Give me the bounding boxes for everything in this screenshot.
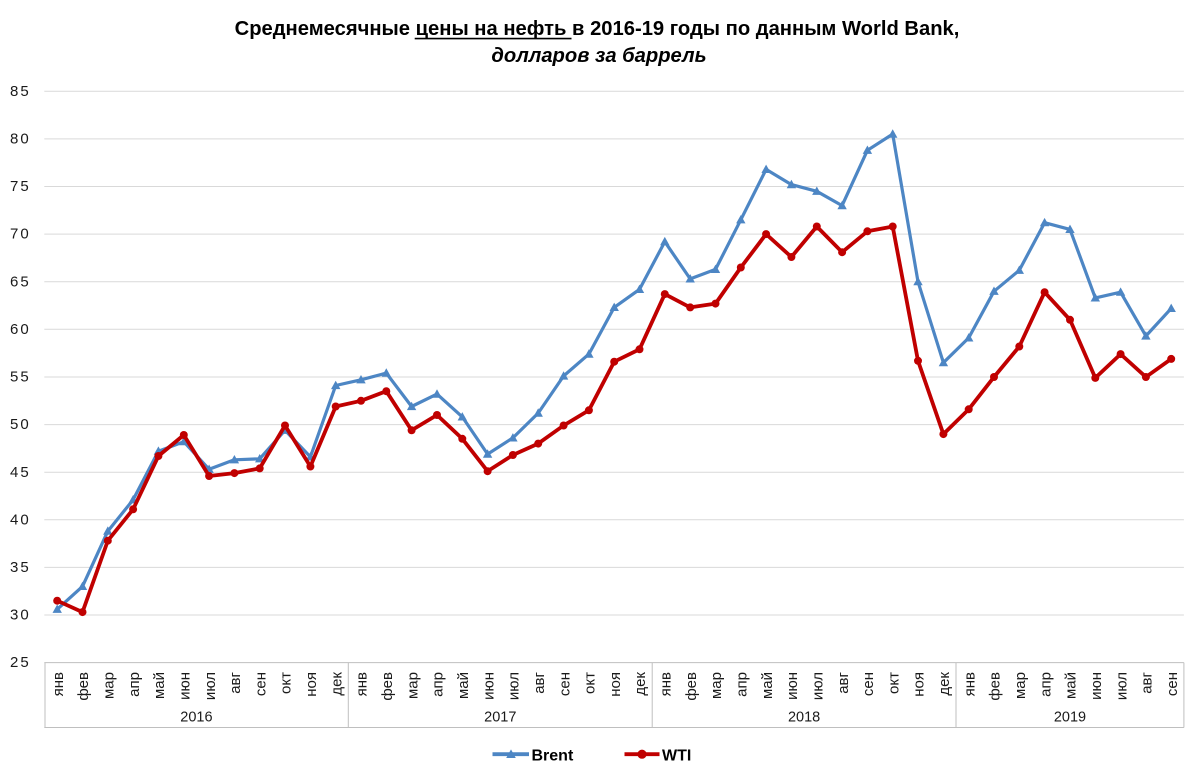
svg-text:мар: мар — [404, 672, 421, 699]
svg-text:июн: июн — [1088, 672, 1105, 700]
svg-text:ноя: ноя — [607, 672, 624, 697]
svg-text:июн: июн — [177, 672, 194, 700]
svg-text:авг: авг — [1139, 671, 1156, 693]
svg-text:июн: июн — [480, 672, 497, 700]
svg-text:окт: окт — [885, 672, 902, 694]
svg-text:25: 25 — [10, 654, 31, 671]
svg-text:70: 70 — [10, 226, 31, 243]
svg-text:мар: мар — [101, 672, 118, 699]
svg-text:авг: авг — [227, 671, 244, 693]
svg-text:50: 50 — [10, 416, 31, 433]
svg-text:ноя: ноя — [911, 672, 928, 697]
svg-text:авг: авг — [835, 671, 852, 693]
svg-text:60: 60 — [10, 321, 31, 338]
svg-text:30: 30 — [10, 607, 31, 624]
svg-text:апр: апр — [126, 672, 143, 697]
svg-text:фев: фев — [75, 672, 92, 701]
svg-text:окт: окт — [278, 672, 295, 694]
svg-text:янв: янв — [961, 672, 978, 696]
svg-text:май: май — [151, 672, 168, 699]
svg-text:сен: сен — [556, 672, 573, 696]
svg-text:авг: авг — [531, 671, 548, 693]
svg-text:75: 75 — [10, 178, 31, 195]
svg-text:янв: янв — [354, 672, 371, 696]
svg-text:80: 80 — [10, 131, 31, 148]
svg-text:апр: апр — [430, 672, 447, 697]
svg-text:янв: янв — [50, 672, 67, 696]
svg-text:2017: 2017 — [484, 710, 516, 726]
svg-text:май: май — [759, 672, 776, 699]
svg-text:сен: сен — [860, 672, 877, 696]
svg-text:май: май — [1063, 672, 1080, 699]
svg-text:мар: мар — [1012, 672, 1029, 699]
svg-text:фев: фев — [683, 672, 700, 701]
svg-text:55: 55 — [10, 369, 31, 386]
svg-text:июл: июл — [810, 672, 827, 700]
svg-text:янв: янв — [658, 672, 675, 696]
svg-text:дек: дек — [936, 672, 953, 696]
svg-text:Brent: Brent — [532, 747, 574, 764]
svg-text:сен: сен — [1164, 672, 1181, 696]
svg-text:WTI: WTI — [662, 747, 691, 764]
svg-text:апр: апр — [734, 672, 751, 697]
svg-text:июл: июл — [1113, 672, 1130, 700]
svg-text:окт: окт — [582, 672, 599, 694]
svg-text:дек: дек — [632, 672, 649, 696]
svg-text:мар: мар — [708, 672, 725, 699]
svg-text:85: 85 — [10, 83, 31, 100]
svg-text:фев: фев — [987, 672, 1004, 701]
svg-text:Среднемесячные цены на нефть в: Среднемесячные цены на нефть в 2016-19 г… — [235, 18, 960, 40]
svg-text:май: май — [455, 672, 472, 699]
svg-text:2018: 2018 — [788, 710, 820, 726]
svg-text:фев: фев — [379, 672, 396, 701]
svg-text:2019: 2019 — [1054, 710, 1086, 726]
svg-text:июн: июн — [784, 672, 801, 700]
svg-text:сен: сен — [252, 672, 269, 696]
svg-text:апр: апр — [1037, 672, 1054, 697]
svg-text:45: 45 — [10, 464, 31, 481]
svg-text:40: 40 — [10, 511, 31, 528]
svg-text:ноя: ноя — [303, 672, 320, 697]
svg-text:35: 35 — [10, 559, 31, 576]
svg-text:2016: 2016 — [180, 710, 212, 726]
svg-text:июл: июл — [202, 672, 219, 700]
svg-text:июл: июл — [506, 672, 523, 700]
svg-text:долларов за баррель: долларов за баррель — [491, 45, 706, 67]
svg-text:дек: дек — [328, 672, 345, 696]
svg-text:65: 65 — [10, 273, 31, 290]
